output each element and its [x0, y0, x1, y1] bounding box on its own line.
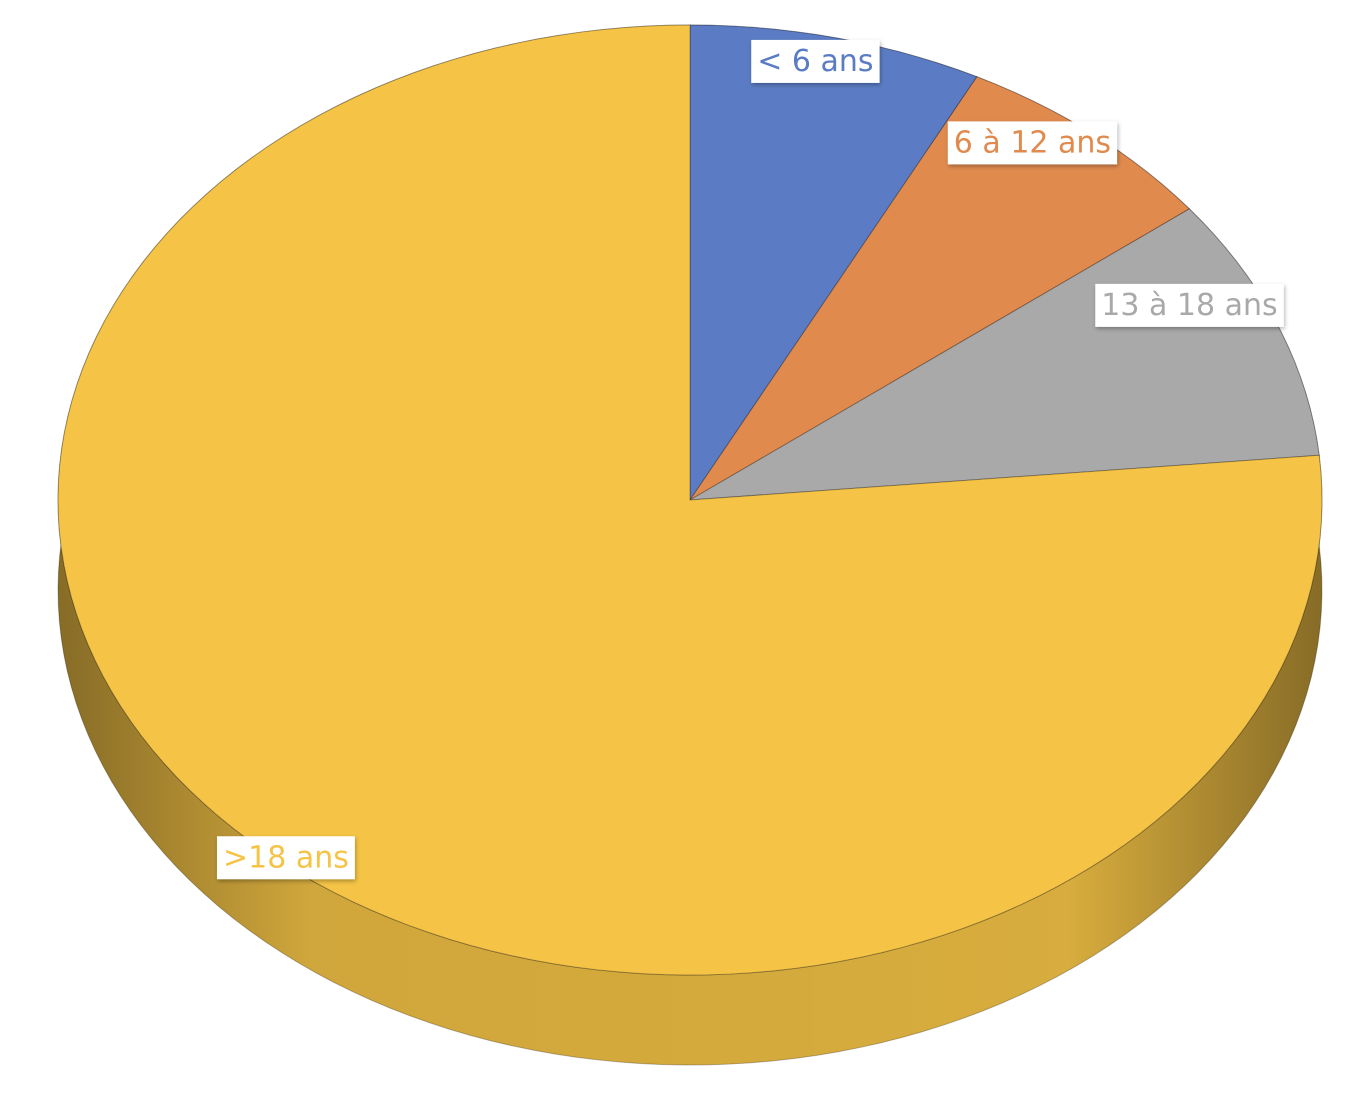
slice-label: 13 à 18 ans [1101, 288, 1277, 323]
pie-tops [57, 24, 1323, 976]
slice-label: >18 ans [223, 840, 349, 875]
label-box [751, 39, 880, 83]
pie-slice [689, 24, 978, 502]
label-box [216, 836, 355, 880]
label-box [947, 121, 1118, 165]
data-labels: < 6 ans 6 à 12 ans 13 à 18 ans >18 ans [216, 39, 1284, 880]
slice-label: < 6 ans [757, 44, 873, 79]
slice-label: 6 à 12 ans [954, 125, 1111, 160]
label-box [1095, 283, 1284, 327]
